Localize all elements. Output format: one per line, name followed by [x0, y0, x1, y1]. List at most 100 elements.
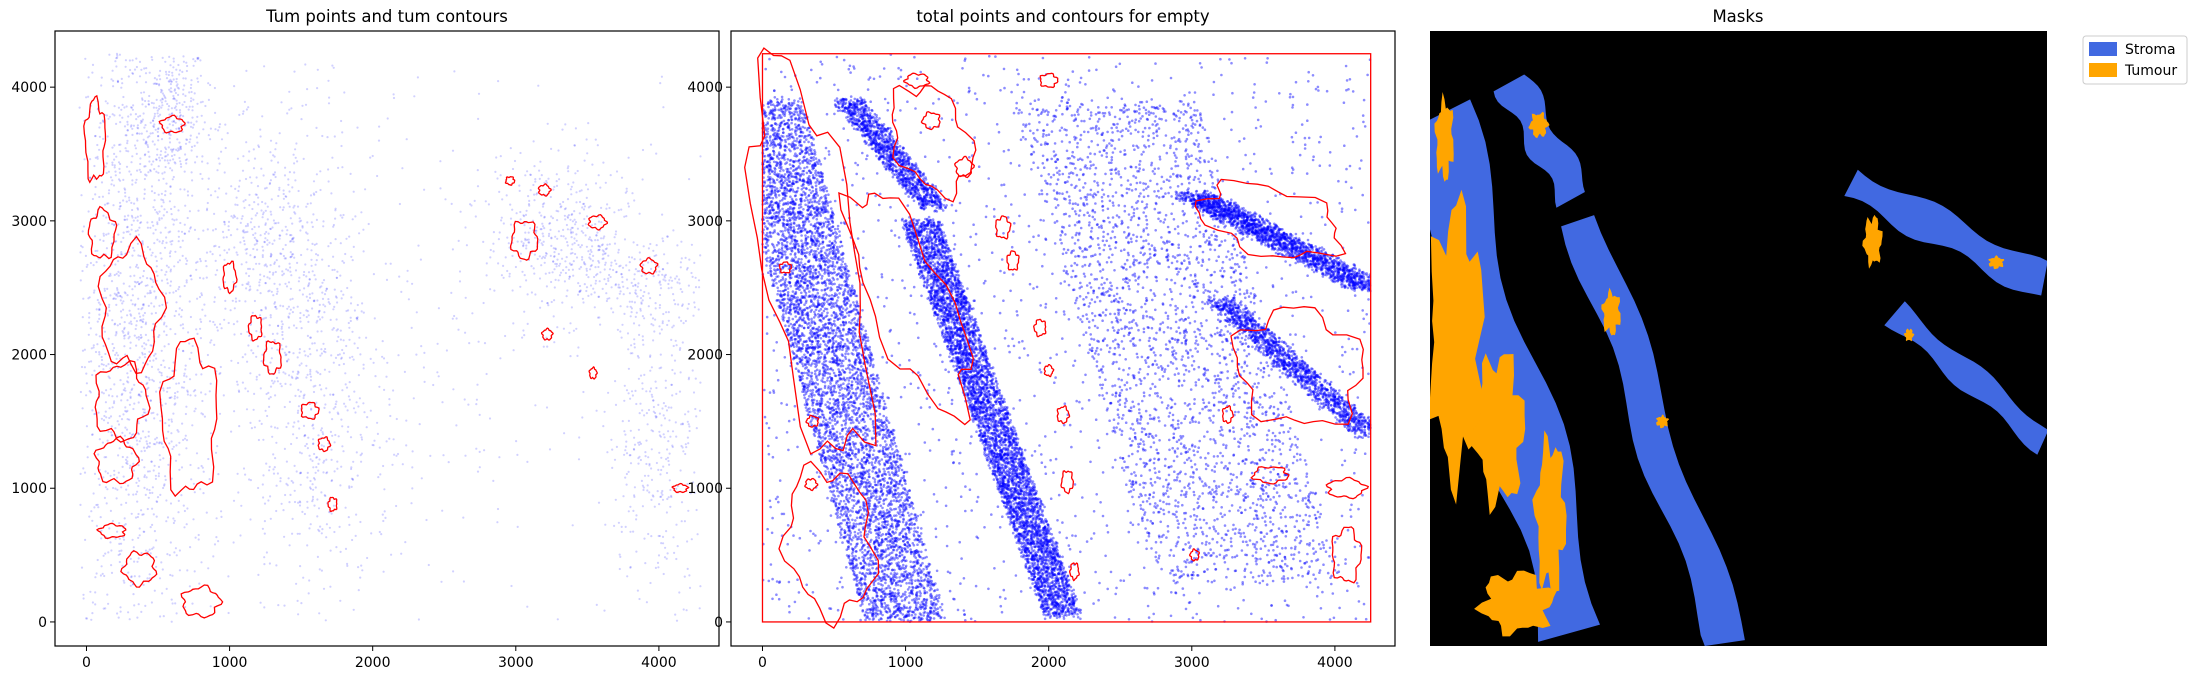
data-point: [598, 280, 601, 283]
data-point: [139, 395, 142, 398]
data-point: [122, 538, 126, 541]
data-point: [664, 405, 667, 408]
data-point: [142, 314, 145, 317]
data-point: [87, 297, 90, 300]
data-point: [115, 476, 119, 479]
data-point: [178, 69, 182, 72]
data-point: [153, 112, 156, 115]
data-point: [203, 303, 206, 306]
data-point: [334, 295, 338, 298]
data-point: [842, 507, 845, 511]
data-point: [693, 306, 697, 309]
data-point: [585, 245, 589, 248]
data-point: [639, 402, 642, 405]
data-point: [297, 613, 300, 616]
data-point: [345, 344, 348, 348]
data-point: [243, 206, 246, 209]
data-point: [265, 392, 268, 396]
data-point: [655, 263, 658, 266]
data-point: [859, 581, 862, 584]
data-point: [586, 188, 590, 191]
data-point: [125, 488, 128, 491]
data-point: [625, 190, 628, 193]
data-point: [309, 479, 312, 483]
data-point: [532, 183, 535, 187]
data-point: [917, 534, 920, 537]
data-point: [193, 491, 196, 494]
data-point: [763, 160, 766, 163]
data-point: [789, 211, 792, 214]
data-point: [355, 317, 359, 320]
data-point: [99, 303, 102, 306]
data-point: [573, 237, 576, 240]
data-point: [135, 493, 138, 496]
data-point: [127, 611, 130, 614]
data-point: [144, 418, 147, 421]
data-point: [327, 168, 330, 171]
data-point: [848, 536, 851, 540]
data-point: [103, 203, 107, 206]
data-point: [615, 445, 619, 448]
data-point: [882, 499, 885, 503]
data-point: [890, 582, 894, 586]
data-point: [186, 507, 189, 510]
data-point: [325, 536, 328, 539]
data-point: [162, 177, 165, 180]
data-point: [926, 618, 929, 621]
data-point: [867, 472, 871, 476]
data-point: [103, 264, 106, 267]
data-point: [99, 238, 102, 241]
data-point: [188, 342, 191, 345]
data-point: [272, 294, 275, 297]
data-point: [679, 288, 682, 291]
data-point: [99, 574, 102, 577]
data-point: [164, 165, 167, 169]
data-point: [280, 344, 283, 347]
data-point: [612, 311, 615, 314]
data-point: [310, 221, 313, 224]
data-point: [351, 478, 355, 481]
data-point: [225, 192, 228, 195]
data-point: [817, 439, 820, 443]
data-point: [315, 370, 318, 373]
data-point: [842, 370, 846, 373]
data-point: [308, 454, 311, 457]
data-point: [312, 466, 315, 469]
data-point: [262, 249, 265, 252]
data-point: [106, 314, 109, 317]
data-point: [264, 307, 267, 310]
data-point: [568, 277, 571, 280]
data-point: [319, 170, 322, 173]
data-point: [541, 203, 545, 206]
data-point: [874, 489, 878, 492]
data-point: [601, 243, 604, 246]
data-point: [803, 140, 806, 144]
data-point: [124, 292, 127, 295]
data-point: [543, 181, 546, 184]
data-point: [538, 177, 541, 180]
data-point: [151, 278, 154, 281]
data-point: [168, 386, 171, 389]
data-point: [308, 278, 311, 281]
data-point: [269, 361, 272, 364]
data-point: [94, 249, 97, 253]
data-point: [538, 211, 541, 214]
data-point: [533, 272, 536, 275]
data-point: [189, 394, 192, 397]
data-point: [585, 215, 589, 218]
data-point: [799, 347, 802, 351]
data-point: [122, 536, 125, 539]
data-point: [128, 466, 131, 470]
data-point: [148, 350, 151, 353]
data-point: [652, 324, 655, 327]
data-point: [157, 134, 160, 138]
data-point: [165, 264, 168, 267]
data-point: [166, 278, 169, 281]
data-point: [285, 345, 288, 348]
data-point: [205, 276, 208, 279]
data-point: [237, 189, 240, 193]
data-point: [268, 469, 271, 472]
data-point: [500, 216, 503, 219]
data-point: [276, 427, 279, 430]
data-point: [265, 230, 268, 234]
